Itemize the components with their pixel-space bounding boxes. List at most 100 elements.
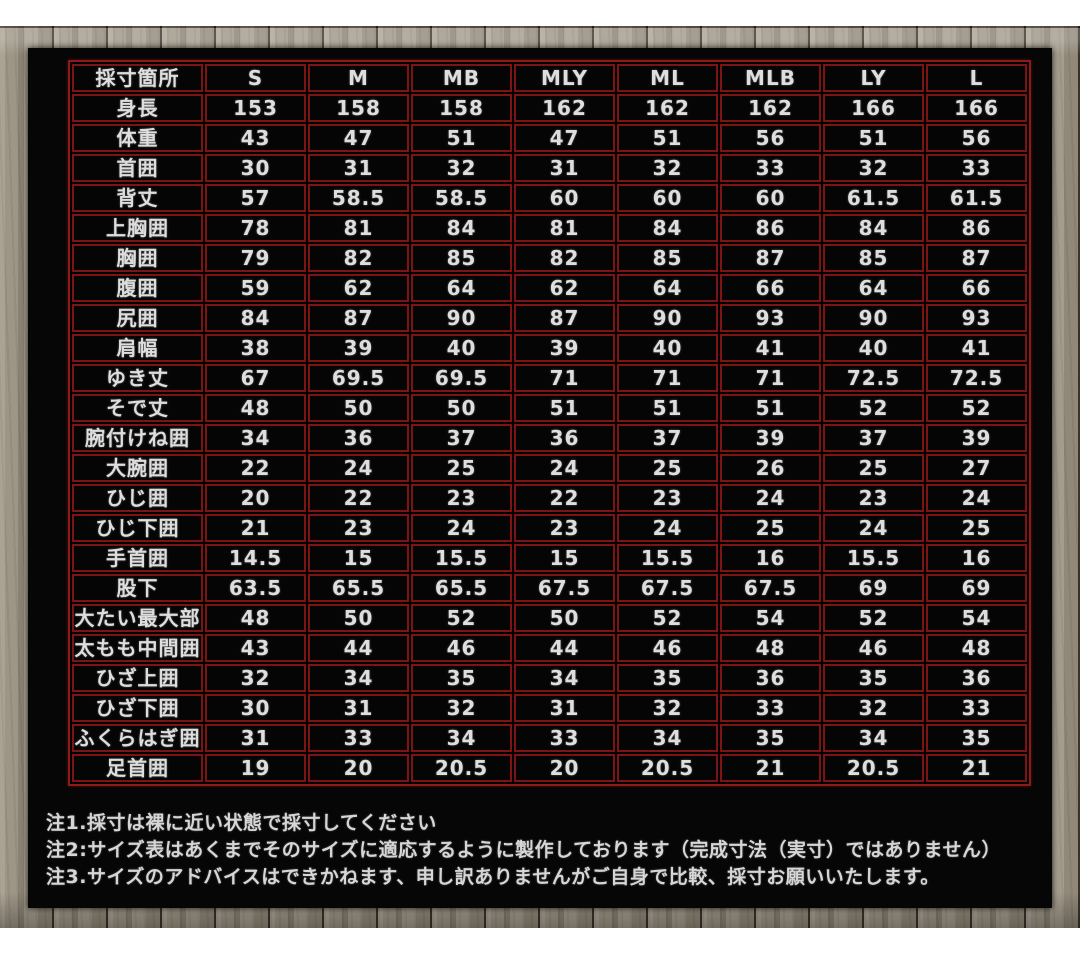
measurement-value-cell: 69.5	[411, 364, 512, 392]
measurement-value-cell: 67.5	[514, 574, 615, 602]
measurement-value-cell: 59	[205, 274, 306, 302]
measurement-value-cell: 32	[411, 694, 512, 722]
size-table-body: 採寸箇所 S M MB MLY ML MLB LY L 身長 153 158 158 162 162 162 1…	[72, 64, 1027, 782]
measurement-value-cell: 66	[926, 274, 1027, 302]
measurement-value-cell: 71	[617, 364, 718, 392]
measurement-value-cell: 67.5	[720, 574, 821, 602]
measurement-label-cell: 上胸囲	[72, 214, 203, 242]
measurement-value-cell: 69	[823, 574, 924, 602]
measurement-value-cell: 51	[411, 124, 512, 152]
table-row: 手首囲 14.5 15 15.5 15 15.5 16 15.5 16	[72, 544, 1027, 572]
measurement-value-cell: 14.5	[205, 544, 306, 572]
measurement-value-cell: 63.5	[205, 574, 306, 602]
measurement-value-cell: 81	[514, 214, 615, 242]
measurement-value-cell: 33	[720, 694, 821, 722]
measurement-value-cell: 72.5	[823, 364, 924, 392]
measurement-value-cell: 24	[823, 514, 924, 542]
measurement-value-cell: 23	[411, 484, 512, 512]
measurement-value-cell: 34	[617, 724, 718, 752]
measurement-value-cell: 52	[823, 394, 924, 422]
measurement-value-cell: 36	[926, 664, 1027, 692]
measurement-value-cell: 27	[926, 454, 1027, 482]
measurement-label-cell: ひざ上囲	[72, 664, 203, 692]
header-cell-size: M	[308, 64, 409, 92]
measurement-value-cell: 162	[514, 94, 615, 122]
measurement-value-cell: 31	[514, 154, 615, 182]
measurement-value-cell: 33	[926, 694, 1027, 722]
measurement-label-cell: そで丈	[72, 394, 203, 422]
measurement-value-cell: 93	[926, 304, 1027, 332]
table-row: 背丈 57 58.5 58.5 60 60 60 61.5 61.5	[72, 184, 1027, 212]
measurement-value-cell: 82	[308, 244, 409, 272]
measurement-value-cell: 64	[411, 274, 512, 302]
measurement-label-cell: ひじ下囲	[72, 514, 203, 542]
header-cell-size: MLB	[720, 64, 821, 92]
measurement-value-cell: 21	[926, 754, 1027, 782]
measurement-value-cell: 15.5	[617, 544, 718, 572]
measurement-value-cell: 41	[926, 334, 1027, 362]
measurement-value-cell: 54	[926, 604, 1027, 632]
measurement-value-cell: 43	[205, 124, 306, 152]
measurement-value-cell: 62	[514, 274, 615, 302]
measurement-value-cell: 20	[308, 754, 409, 782]
measurement-value-cell: 87	[720, 244, 821, 272]
measurement-value-cell: 86	[720, 214, 821, 242]
measurement-value-cell: 90	[617, 304, 718, 332]
measurement-value-cell: 37	[823, 424, 924, 452]
measurement-value-cell: 166	[823, 94, 924, 122]
measurement-label-cell: 股下	[72, 574, 203, 602]
measurement-value-cell: 61.5	[823, 184, 924, 212]
measurement-value-cell: 35	[411, 664, 512, 692]
measurement-value-cell: 69.5	[308, 364, 409, 392]
measurement-label-cell: 首囲	[72, 154, 203, 182]
measurement-value-cell: 162	[720, 94, 821, 122]
measurement-label-cell: 背丈	[72, 184, 203, 212]
measurement-value-cell: 60	[720, 184, 821, 212]
measurement-value-cell: 25	[823, 454, 924, 482]
measurement-label-cell: ひじ囲	[72, 484, 203, 512]
table-row: ゆき丈 67 69.5 69.5 71 71 71 72.5 72.5	[72, 364, 1027, 392]
measurement-label-cell: 尻囲	[72, 304, 203, 332]
measurement-value-cell: 46	[411, 634, 512, 662]
measurement-value-cell: 52	[617, 604, 718, 632]
measurement-value-cell: 85	[617, 244, 718, 272]
measurement-value-cell: 50	[308, 604, 409, 632]
measurement-value-cell: 31	[205, 724, 306, 752]
measurement-value-cell: 15	[308, 544, 409, 572]
measurement-value-cell: 85	[411, 244, 512, 272]
measurement-value-cell: 21	[720, 754, 821, 782]
measurement-value-cell: 72.5	[926, 364, 1027, 392]
measurement-value-cell: 52	[823, 604, 924, 632]
measurement-value-cell: 33	[720, 154, 821, 182]
table-row: ひじ下囲 21 23 24 23 24 25 24 25	[72, 514, 1027, 542]
table-row: ひざ上囲 32 34 35 34 35 36 35 36	[72, 664, 1027, 692]
size-table: 採寸箇所 S M MB MLY ML MLB LY L 身長 153 158 158 162 162 162 1…	[68, 60, 1031, 786]
measurement-value-cell: 40	[617, 334, 718, 362]
measurement-value-cell: 60	[514, 184, 615, 212]
measurement-value-cell: 90	[411, 304, 512, 332]
measurement-value-cell: 58.5	[411, 184, 512, 212]
table-row: 肩幅 38 39 40 39 40 41 40 41	[72, 334, 1027, 362]
measurement-value-cell: 36	[720, 664, 821, 692]
measurement-value-cell: 65.5	[308, 574, 409, 602]
measurement-value-cell: 15.5	[823, 544, 924, 572]
measurement-value-cell: 37	[411, 424, 512, 452]
measurement-value-cell: 48	[720, 634, 821, 662]
measurement-value-cell: 20.5	[617, 754, 718, 782]
measurement-label-cell: 腕付けね囲	[72, 424, 203, 452]
measurement-value-cell: 38	[205, 334, 306, 362]
measurement-value-cell: 23	[308, 514, 409, 542]
measurement-value-cell: 24	[617, 514, 718, 542]
header-cell-size: ML	[617, 64, 718, 92]
measurement-value-cell: 30	[205, 694, 306, 722]
measurement-value-cell: 15.5	[411, 544, 512, 572]
measurement-value-cell: 81	[308, 214, 409, 242]
measurement-value-cell: 84	[205, 304, 306, 332]
table-row: 腹囲 59 62 64 62 64 66 64 66	[72, 274, 1027, 302]
measurement-value-cell: 24	[411, 514, 512, 542]
measurement-value-cell: 39	[308, 334, 409, 362]
table-row: 股下 63.5 65.5 65.5 67.5 67.5 67.5 69 69	[72, 574, 1027, 602]
measurement-label-cell: 足首囲	[72, 754, 203, 782]
table-row: 大腕囲 22 24 25 24 25 26 25 27	[72, 454, 1027, 482]
table-row: 大たい最大部 48 50 52 50 52 54 52 54	[72, 604, 1027, 632]
